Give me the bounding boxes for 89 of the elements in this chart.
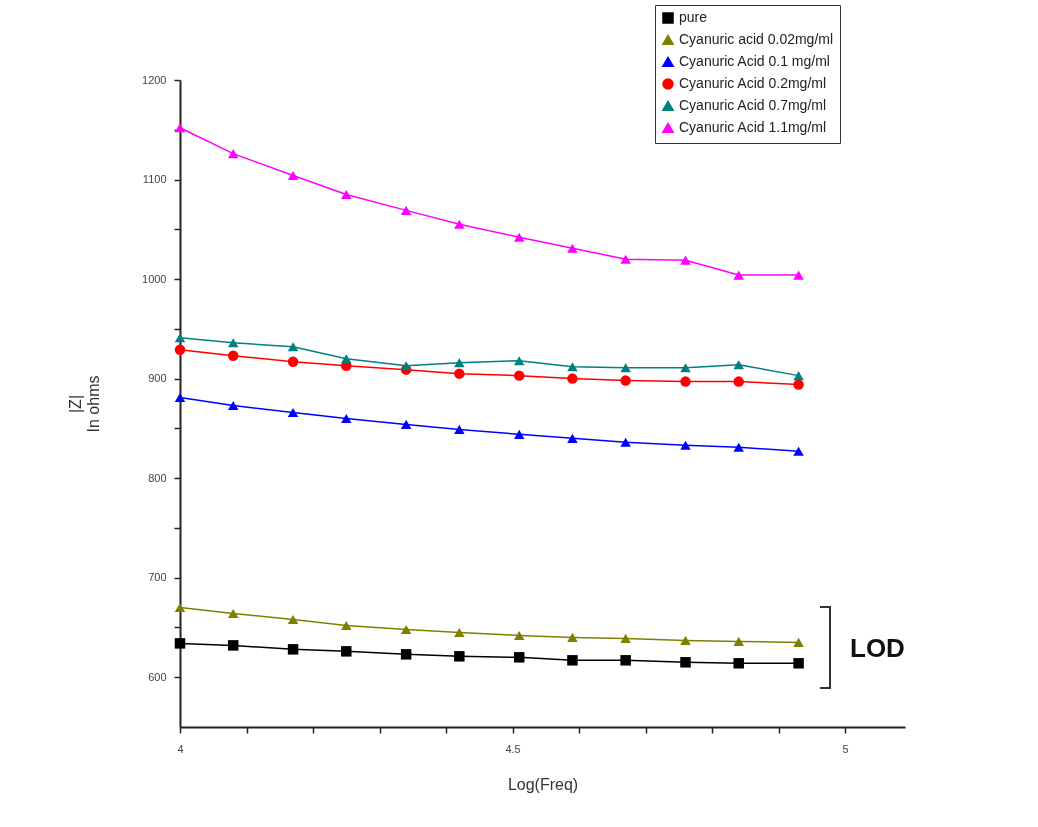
point [341,354,352,364]
point [680,440,691,450]
point [287,407,299,417]
legend-label: Cyanuric Acid 1.1mg/ml [679,119,827,135]
point [341,413,352,423]
legend-label: Cyanuric Acid 0.2mg/ml [679,75,827,91]
point [513,652,525,663]
point [227,640,239,651]
point [793,379,804,390]
point [287,614,299,625]
point [567,373,578,384]
point [793,637,804,647]
legend-label: pure [679,9,708,25]
y-tick-label: 1200 [142,73,167,86]
point [174,392,186,403]
y-tick-label: 800 [148,471,167,484]
point [227,400,239,411]
point [733,270,744,280]
y-tick-label: 700 [148,571,167,584]
point [174,123,186,133]
point [733,376,744,387]
y-tick-label: 600 [148,670,167,683]
point [454,424,465,434]
point [733,636,744,646]
point [174,333,186,343]
legend-label: Cyanuric acid 0.02mg/ml [679,31,834,47]
point [227,350,239,361]
point [620,375,631,386]
x-tick-label: 4.5 [505,742,521,755]
annotation: LOD [850,633,905,663]
point [454,368,465,379]
point [513,429,525,439]
point [680,657,691,668]
point [454,627,465,637]
point [793,446,804,456]
point [174,638,186,649]
point [793,658,804,669]
point [341,646,352,657]
point [513,630,525,640]
point [287,356,299,367]
point [733,360,744,370]
point [227,149,239,159]
point [513,356,525,366]
x-tick-label: 4 [177,742,184,755]
point [620,437,631,447]
legend-label: Cyanuric Acid 0.7mg/ml [679,97,827,113]
point [733,442,744,452]
point [174,344,186,355]
point [620,363,631,373]
point [567,362,578,372]
point [567,655,578,666]
y-tick-label: 1100 [142,173,167,186]
point [341,189,352,200]
point [454,219,465,229]
point [454,651,465,662]
point [793,270,804,280]
point [733,658,744,669]
point [400,205,412,215]
x-tick-label: 5 [842,742,849,755]
point [287,644,299,655]
point [620,254,631,264]
point [341,620,352,631]
point [174,603,186,613]
point [400,419,412,429]
y-tick-label: 1000 [142,272,167,285]
y-axis-title: |Z| In ohms [67,375,103,433]
point [287,171,299,181]
point [287,342,299,352]
point [513,232,525,242]
point [454,358,465,368]
point [793,371,804,381]
point [680,376,691,387]
x-axis-title: Log(Freq) [507,775,579,793]
point [620,633,631,643]
point [400,624,412,634]
point [680,255,691,265]
point [567,243,578,253]
point [400,649,412,660]
point [227,608,239,619]
point [400,361,412,371]
point [620,655,631,666]
point [567,433,578,443]
y-tick-label: 900 [148,372,167,385]
point [513,370,525,381]
point [680,363,691,373]
point [567,632,578,642]
legend-label: Cyanuric Acid 0.1 mg/ml [679,53,830,69]
point [680,635,691,645]
point [227,338,239,348]
